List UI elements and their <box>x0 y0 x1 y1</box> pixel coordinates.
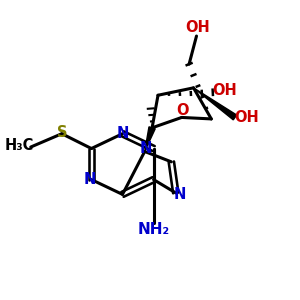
Text: OH: OH <box>234 110 259 125</box>
Text: O: O <box>176 103 189 118</box>
Polygon shape <box>145 127 155 152</box>
Text: NH₂: NH₂ <box>137 221 170 236</box>
Text: H₃C: H₃C <box>4 138 34 153</box>
Text: N: N <box>140 141 152 156</box>
Text: OH: OH <box>212 83 237 98</box>
Text: N: N <box>116 126 129 141</box>
Text: N: N <box>173 187 185 202</box>
Text: OH: OH <box>186 20 210 35</box>
Polygon shape <box>194 88 237 120</box>
Text: S: S <box>57 125 67 140</box>
Text: N: N <box>84 172 96 187</box>
